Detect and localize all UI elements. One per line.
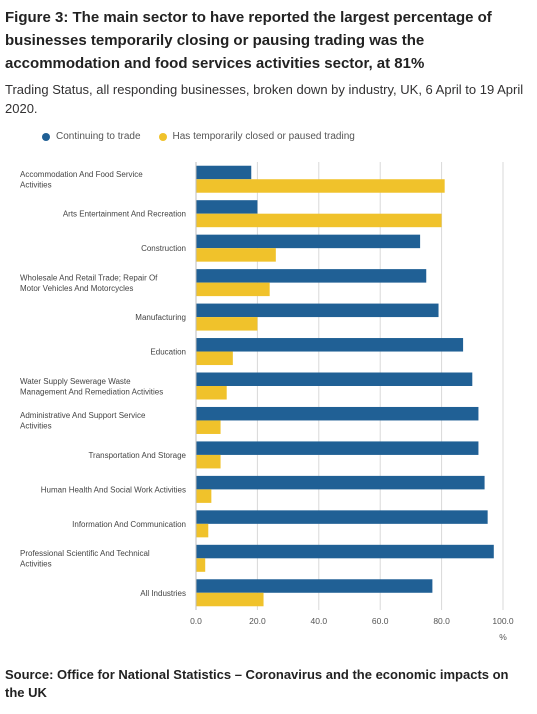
chart-subtitle: Trading Status, all responding businesse… [5, 82, 524, 116]
bar-continuing [196, 303, 439, 318]
category-label: All Industries [140, 589, 186, 598]
bar-continuing [196, 579, 433, 593]
category-label: Motor Vehicles And Motorcycles [20, 284, 133, 293]
x-axis-unit: % [499, 632, 507, 642]
legend-item-closed[interactable]: Has temporarily closed or paused trading [158, 131, 355, 142]
legend: Continuing to trade Has temporarily clos… [42, 131, 373, 142]
source-note: Source: Office for National Statistics –… [5, 667, 509, 700]
bar-continuing [196, 234, 421, 249]
bar-continuing [196, 544, 494, 559]
x-tick-label: 60.0 [372, 616, 389, 626]
bar-continuing [196, 200, 258, 214]
bar-continuing [196, 406, 479, 421]
category-label: Manufacturing [135, 313, 186, 322]
bar-closed [196, 489, 212, 503]
x-tick-label: 20.0 [249, 616, 266, 626]
category-label: Professional Scientific And Technical [20, 549, 150, 558]
bar-continuing [196, 165, 252, 180]
category-label: Education [150, 348, 186, 357]
x-tick-label: 40.0 [311, 616, 328, 626]
bar-continuing [196, 510, 488, 524]
bar-continuing [196, 338, 464, 352]
bar-closed [196, 523, 209, 538]
category-label: Information And Communication [72, 520, 186, 529]
category-label: Water Supply Sewerage Waste [20, 377, 131, 386]
category-label: Management And Remediation Activities [20, 387, 163, 396]
x-tick-label: 0.0 [190, 616, 202, 626]
bar-closed [196, 592, 264, 607]
x-tick-label: 100.0 [492, 616, 514, 626]
category-label: Human Health And Social Work Activities [41, 485, 186, 494]
bar-chart: 0.0 20.0 40.0 60.0 80.0 100.0% Accommodation A… [20, 162, 514, 642]
bar-continuing [196, 441, 479, 455]
category-label: Activities [20, 560, 52, 569]
bar-closed [196, 454, 221, 469]
category-label: Transportation And Storage [88, 451, 186, 460]
category-label: Activities [20, 422, 52, 431]
bar-closed [196, 248, 276, 262]
bar-closed [196, 351, 233, 366]
legend-swatch-closed [158, 132, 167, 141]
legend-label-continuing: Continuing to trade [56, 131, 141, 142]
category-label: Accommodation And Food Service [20, 170, 143, 179]
bar-closed [196, 420, 221, 434]
x-tick-label: 80.0 [433, 616, 450, 626]
legend-label-closed: Has temporarily closed or paused trading [172, 131, 355, 142]
bar-closed [196, 317, 258, 331]
legend-swatch-continuing [42, 132, 50, 141]
category-label: Activities [20, 180, 52, 189]
bar-closed [196, 213, 442, 228]
bar-continuing [196, 475, 485, 490]
bar-closed [196, 179, 445, 193]
chart-title: Figure 3: The main sector to have report… [5, 9, 492, 72]
bar-closed [196, 558, 206, 572]
bar-closed [196, 386, 227, 400]
category-label: Arts Entertainment And Recreation [63, 210, 186, 219]
bar-continuing [196, 269, 427, 283]
bar-continuing [196, 372, 473, 386]
bar-closed [196, 282, 270, 297]
category-label: Administrative And Support Service [20, 411, 146, 420]
category-label: Construction [141, 244, 186, 253]
category-label: Wholesale And Retail Trade; Repair Of [20, 273, 158, 282]
legend-item-continuing[interactable]: Continuing to trade [42, 131, 141, 142]
